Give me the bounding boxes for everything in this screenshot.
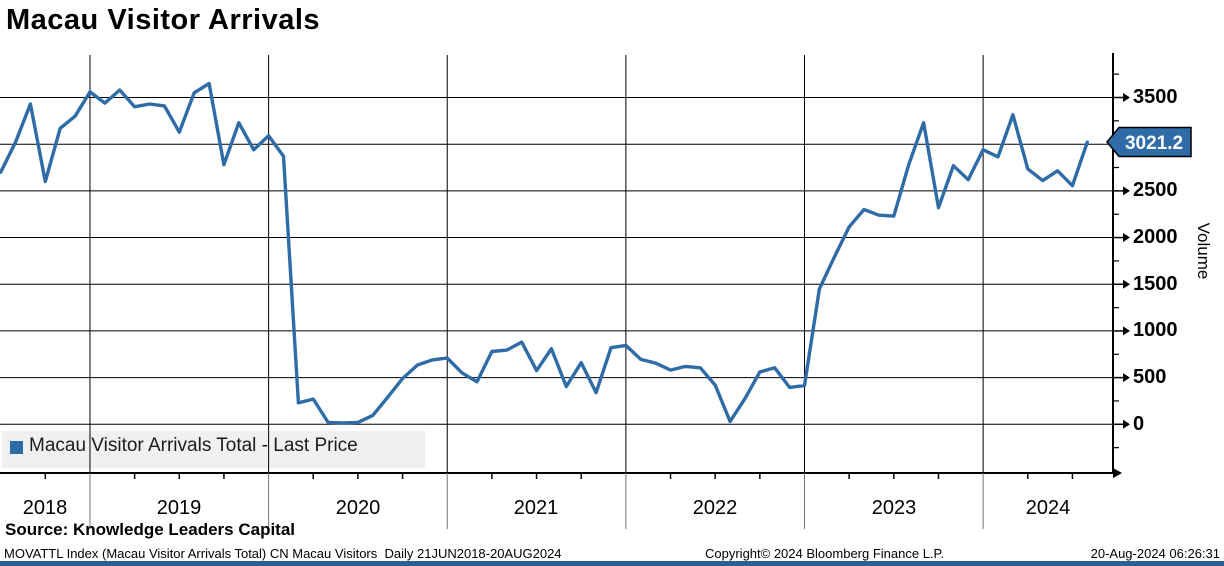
last-price-badge-shape <box>1106 126 1192 158</box>
last-price-value: 3021.2 <box>1125 133 1183 154</box>
y-label-500: 500 <box>1133 366 1167 388</box>
y-label-0: 0 <box>1133 413 1145 435</box>
x-label-2018: 2018 <box>22 497 68 519</box>
x-label-2022: 2022 <box>692 497 738 519</box>
horizontal-gridlines <box>0 97 1113 425</box>
copyright-text: Copyright© 2024 Bloomberg Finance L.P. <box>705 546 945 561</box>
y-label-3500: 3500 <box>1133 86 1178 108</box>
x-label-2021: 2021 <box>513 497 559 519</box>
y-axis-title: Volume <box>1194 222 1213 280</box>
legend-background <box>2 431 425 468</box>
legend-marker-square <box>10 441 23 454</box>
year-gridlines <box>89 55 984 473</box>
y-label-1500: 1500 <box>1133 273 1178 295</box>
source-credit: Source: Knowledge Leaders Capital <box>5 520 296 539</box>
timestamp: 20-Aug-2024 06:26:31 <box>1090 546 1220 561</box>
y-label-2000: 2000 <box>1133 226 1178 248</box>
last-price-badge: 3021.2 <box>1106 126 1192 158</box>
y-label-1000: 1000 <box>1133 319 1178 341</box>
x-label-2024: 2024 <box>1025 497 1071 519</box>
chart-title: Macau Visitor Arrivals <box>6 4 321 36</box>
legend-label: Macau Visitor Arrivals Total - Last Pric… <box>29 435 358 456</box>
y-label-2500: 2500 <box>1133 179 1178 201</box>
bottom-border-bar <box>0 561 1224 566</box>
series-line-macau-arrivals <box>0 81 1090 425</box>
ticker-meta: MOVATTL Index (Macau Visitor Arrivals To… <box>4 546 562 561</box>
x-label-2019: 2019 <box>156 497 202 519</box>
x-label-2020: 2020 <box>335 497 381 519</box>
axes <box>0 53 1122 529</box>
x-label-2023: 2023 <box>871 497 917 519</box>
axis-ticks <box>44 73 1130 479</box>
